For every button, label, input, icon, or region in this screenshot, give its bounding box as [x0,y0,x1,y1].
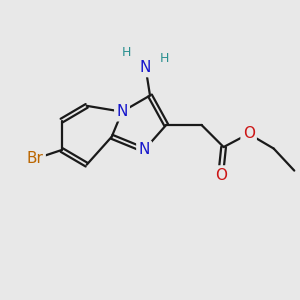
Text: H: H [122,46,131,59]
Text: N: N [138,142,150,158]
Text: N: N [116,104,128,119]
Text: N: N [140,60,151,75]
Text: H: H [160,52,169,65]
Text: O: O [243,126,255,141]
Text: Br: Br [27,151,44,166]
Text: O: O [215,167,227,182]
